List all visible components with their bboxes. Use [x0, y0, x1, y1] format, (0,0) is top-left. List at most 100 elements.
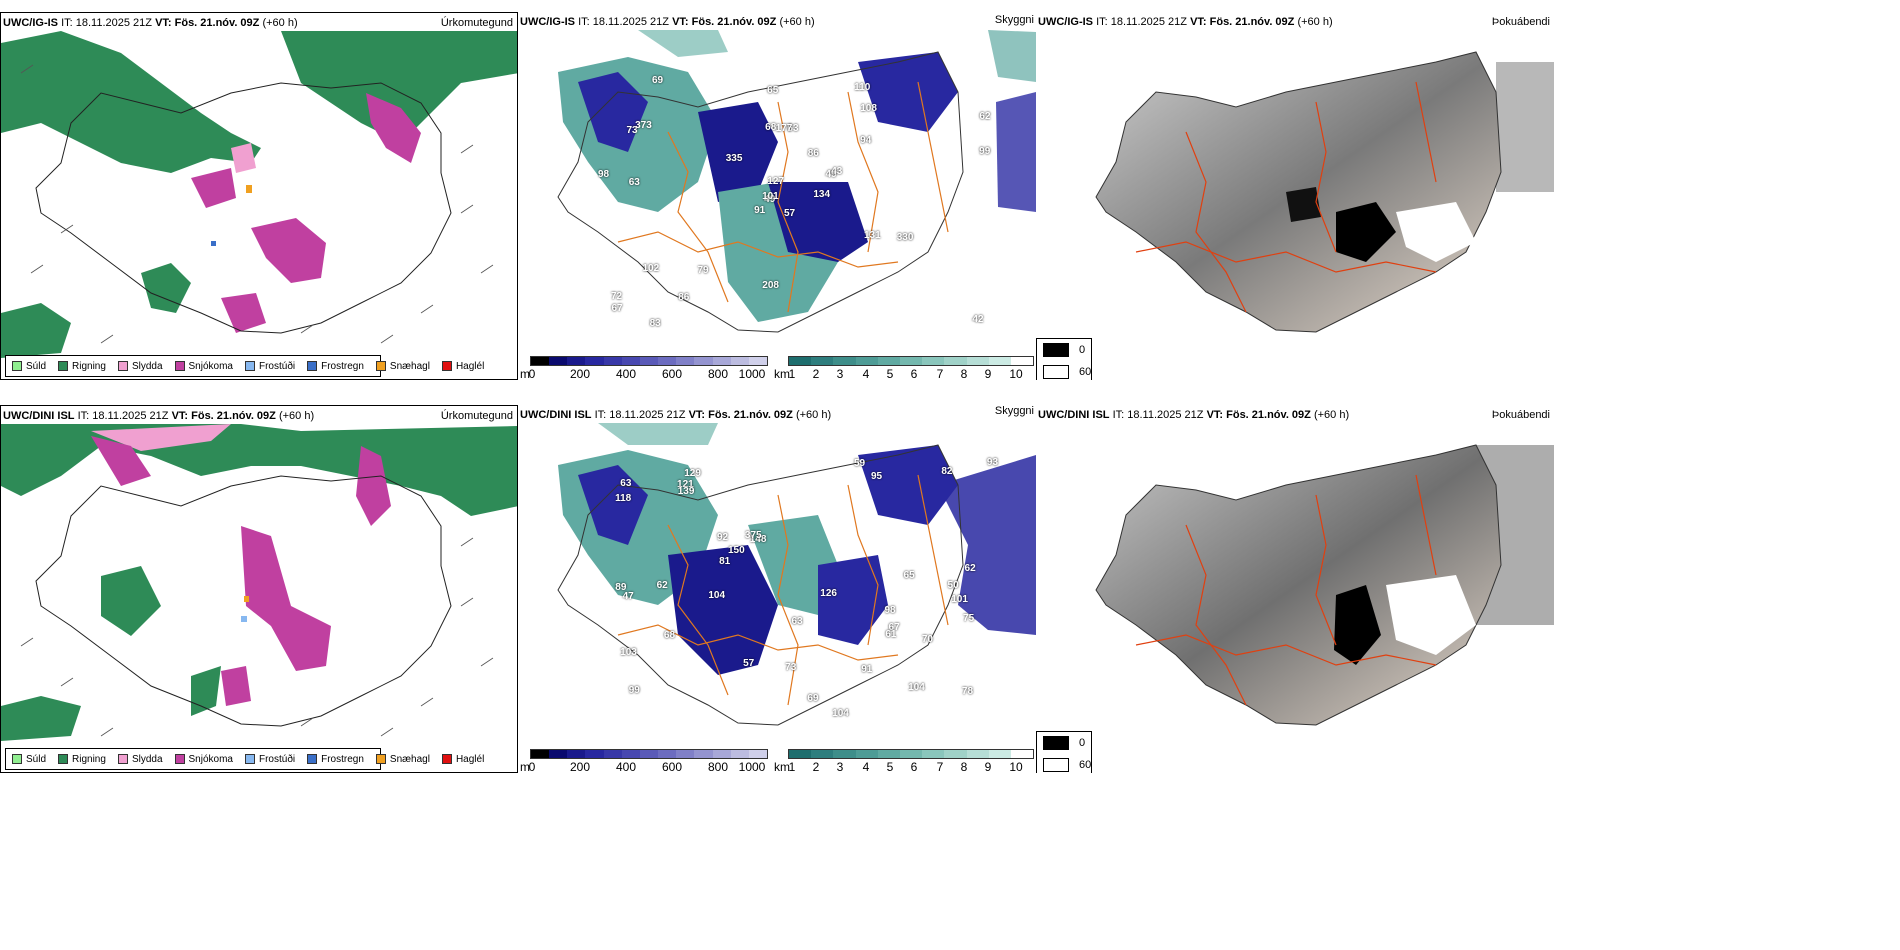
ceiling-value-label: 139 [677, 485, 695, 497]
colorbar-segment [833, 750, 856, 758]
ceiling-value-label: 83 [649, 318, 661, 330]
ceiling-value-label: 98 [598, 169, 610, 181]
ceiling-bar [530, 749, 768, 759]
fog-index-legend: 0 60 [1036, 338, 1092, 380]
colorbar-segment [966, 357, 989, 365]
legend-swatch [12, 754, 22, 764]
precip-type-legend: Súld Rigning Slydda Snjókoma Frostúði Fr… [5, 355, 484, 377]
colorbar-segment [899, 750, 923, 758]
legend-item: Rigning [58, 361, 106, 372]
ceiling-value-label: 121 [677, 478, 694, 490]
fog-map-top [1095, 51, 1554, 333]
visibility-panel-top: UWC/IG-IS IT: 18.11.2025 21Z VT: Fös. 21… [518, 12, 1036, 380]
ceiling-value-label: 101 [951, 593, 968, 605]
colorbar-segment [748, 750, 768, 758]
ceiling-value-label: 67 [611, 302, 623, 314]
ceiling-value-label: 61 [885, 629, 897, 641]
legend-item: Haglél [441, 361, 484, 372]
legend-swatch [375, 754, 386, 764]
ceiling-value-label: 62 [979, 111, 991, 123]
ceiling-value-label: 75 [963, 612, 975, 624]
colorbar-segment [603, 357, 622, 365]
fog-swatch-black [1043, 736, 1069, 750]
colorbar-segment [855, 750, 878, 758]
ceiling-value-label: 92 [716, 532, 729, 544]
panel-header: UWC/IG-IS IT: 18.11.2025 21Z VT: Fös. 21… [1038, 16, 1333, 28]
legend-swatch [174, 754, 185, 764]
ceiling-value-label: 73 [785, 661, 797, 673]
legend-item: Frostúði [244, 754, 295, 765]
panel-title: Þokuábendi [1491, 409, 1550, 421]
colorbar-segment [899, 357, 923, 365]
legend-item: Snjókoma [174, 754, 233, 765]
colorbar-segment [639, 357, 659, 365]
colorbar-segment [966, 750, 989, 758]
fog-index-legend: 0 60 [1036, 731, 1092, 773]
colorbar-segment [585, 750, 604, 758]
ceiling-value-label: 103 [620, 647, 637, 659]
ceiling-value-label: 375 [744, 530, 762, 542]
legend-item: Haglél [441, 754, 484, 765]
colorbar-segment [639, 750, 659, 758]
colorbar-segment [712, 357, 731, 365]
ceiling-value-label: 70 [921, 633, 933, 645]
precip-map-top [1, 31, 517, 358]
ceiling-value-label: 102 [642, 262, 660, 274]
colorbar-segment [531, 750, 550, 758]
visibility-map-top [557, 30, 1036, 333]
fog-map-bottom [1095, 444, 1554, 726]
fog-panel-bottom: UWC/DINI ISL IT: 18.11.2025 21Z VT: Fös.… [1036, 405, 1554, 773]
legend-swatch [117, 361, 128, 371]
precip-type-legend: Súld Rigning Slydda Snjókoma Frostúði Fr… [5, 748, 484, 770]
visibility-colorbar-bottom: km 1 2 3 4 5 6 7 8 9 10 [772, 749, 1036, 773]
ceiling-value-label: 73 [626, 125, 638, 137]
ceiling-value-label: 68 [663, 630, 676, 642]
ceiling-value-label: 177 [775, 123, 793, 135]
colorbar-segment [694, 357, 713, 365]
legend-item: Frostregn [307, 754, 364, 765]
ceiling-value-label: 99 [979, 146, 991, 158]
ceiling-value-label: 330 [896, 231, 914, 243]
fog-swatch-white [1043, 758, 1069, 772]
ceiling-value-label: 104 [908, 682, 925, 694]
visibility-map-bottom [557, 423, 1036, 726]
ceiling-value-label: 148 [749, 533, 767, 545]
ceiling-value-label: 335 [725, 153, 743, 164]
ceiling-value-label: 69 [807, 692, 819, 704]
colorbar-segment [531, 357, 550, 365]
panel-title: Úrkomutegund [440, 17, 513, 29]
colorbar-segment [877, 357, 900, 365]
ceiling-value-label: 150 [727, 545, 745, 557]
colorbar-segment [676, 750, 695, 758]
ceiling-value-label: 118 [615, 492, 632, 504]
legend-item: Snæhagl [375, 361, 430, 372]
ceiling-value-label: 86 [807, 147, 819, 159]
panel-header: UWC/DINI ISL IT: 18.11.2025 21Z VT: Fös.… [3, 410, 315, 422]
legend-swatch [12, 361, 22, 371]
visibility-colorbar-top: km 1 2 3 4 5 6 7 8 9 10 [772, 356, 1036, 380]
ceiling-value-label: 68 [765, 122, 777, 134]
ceiling-value-label: 131 [863, 230, 881, 242]
ceiling-value-label: 101 [762, 190, 779, 202]
legend-swatch [375, 361, 386, 371]
legend-swatch [174, 361, 185, 371]
ceiling-value-label: 373 [635, 120, 652, 132]
colorbar-segment [922, 357, 945, 365]
colorbar-segment [988, 357, 1011, 365]
colorbar-segment [549, 750, 568, 758]
colorbar-segment [694, 750, 713, 758]
legend-swatch [244, 361, 255, 371]
ceiling-value-label: 63 [620, 478, 632, 490]
ceiling-colorbar-bottom: m 0 200 400 600 800 1000 [518, 749, 770, 773]
colorbar-segment [567, 750, 586, 758]
legend-swatch [58, 754, 69, 764]
panel-title: Skyggni [994, 405, 1034, 417]
ceiling-value-label: 50 [947, 579, 959, 591]
legend-item: Snjókoma [174, 361, 233, 372]
colorbar-segment [658, 750, 677, 758]
ceiling-value-label: 104 [832, 708, 849, 720]
ceiling-value-label: 67 [888, 621, 900, 633]
legend-item: Frostregn [307, 361, 364, 372]
legend-swatch [307, 754, 318, 764]
ceiling-value-label: 63 [628, 177, 640, 189]
